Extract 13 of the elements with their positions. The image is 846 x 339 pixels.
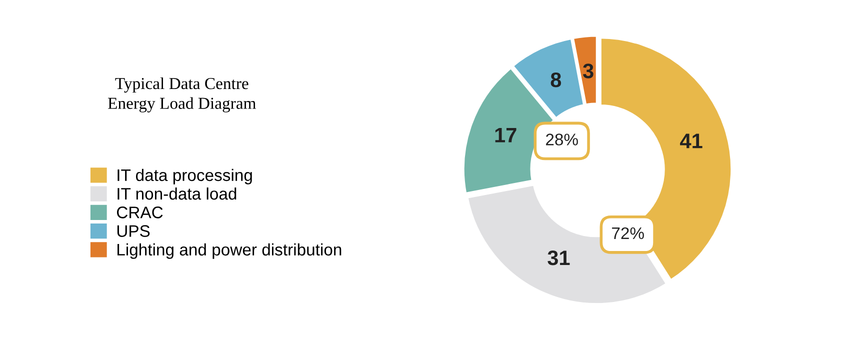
data-label: 17 — [495, 128, 516, 142]
legend-label: Lighting and power distribution — [118, 243, 342, 259]
legend-label: UPS — [117, 225, 150, 237]
data-label: 41 — [680, 134, 702, 148]
text: 28% — [546, 134, 578, 146]
legend-label: IT non-data load — [118, 187, 236, 200]
data-label: 31 — [548, 250, 570, 266]
data-label: 8 — [550, 72, 562, 88]
text: 72% — [612, 227, 644, 240]
data-label: 3 — [582, 64, 594, 78]
text: Typical Data Centre Energy Load Diagram — [108, 77, 256, 112]
legend-label: CRAC — [116, 206, 163, 218]
legend-label: IT data processing — [118, 168, 252, 184]
